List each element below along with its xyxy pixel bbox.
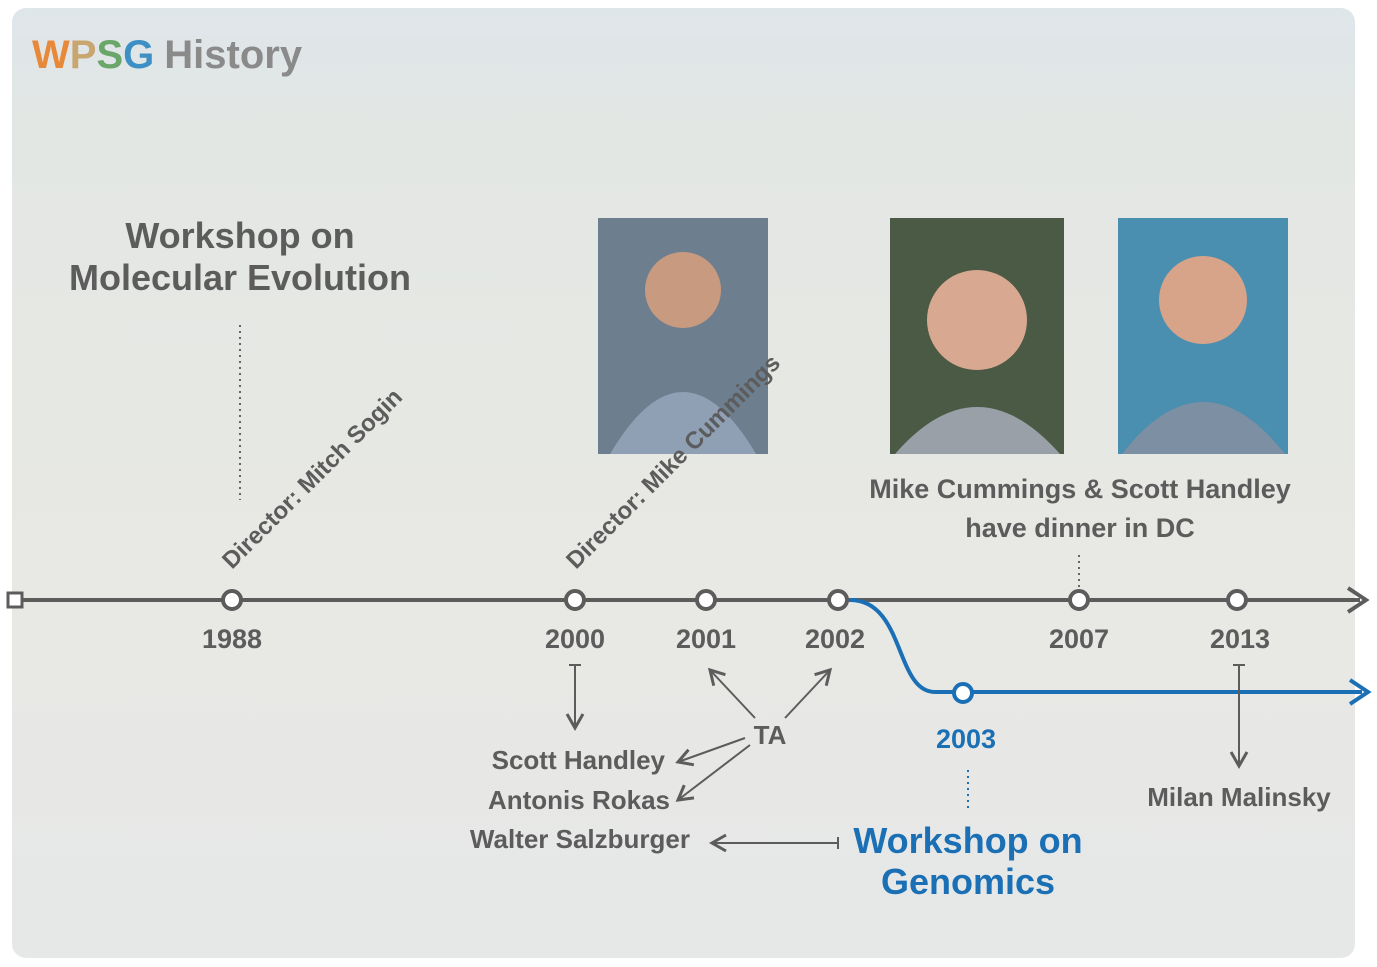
event-label: Workshop on [125, 215, 354, 256]
event-label: have dinner in DC [965, 513, 1195, 543]
year: 2013 [1210, 624, 1270, 654]
timeline-start [8, 593, 22, 607]
event-label: Molecular Evolution [69, 257, 411, 298]
timeline-diagram: WPSGHistory Workshop on Molecular Evolut… [0, 0, 1377, 962]
event-label: Mike Cummings & Scott Handley [869, 474, 1291, 504]
page: WPSGHistory Workshop on Molecular Evolut… [0, 0, 1377, 962]
year: 2007 [1049, 624, 1109, 654]
year: 2001 [676, 624, 736, 654]
event-label: Genomics [881, 861, 1055, 902]
person: Antonis Rokas [488, 785, 670, 815]
year: 2002 [805, 624, 865, 654]
event-label: Workshop on [853, 820, 1082, 861]
person: Milan Malinsky [1147, 782, 1331, 812]
year: 2003 [936, 724, 996, 754]
person: TA [754, 720, 787, 750]
person: Scott Handley [492, 745, 666, 775]
year: 1988 [202, 624, 262, 654]
year: 2000 [545, 624, 605, 654]
person: Walter Salzburger [470, 824, 690, 854]
